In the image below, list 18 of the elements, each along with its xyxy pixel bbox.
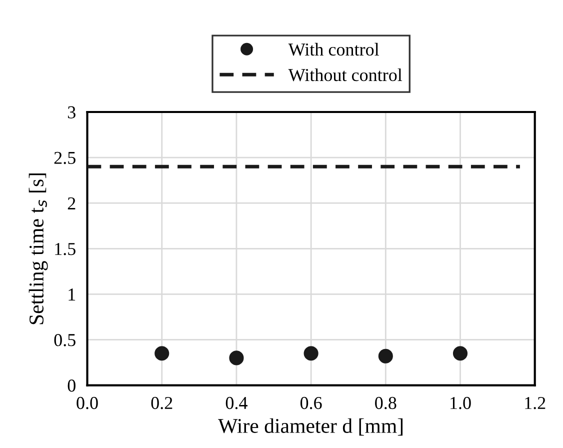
y-tick-label: 2.5	[54, 152, 76, 164]
y-tick-label: 0.5	[54, 334, 76, 346]
legend-label: With control	[288, 42, 379, 56]
x-tick-label: 0.8	[375, 396, 396, 410]
x-tick-label: 0.6	[300, 396, 322, 410]
x-tick-label: 1.2	[525, 396, 546, 410]
y-tick-label: 0	[68, 380, 76, 392]
x-tick-label: 0.2	[151, 396, 172, 410]
y-tick-label: 3	[68, 106, 76, 118]
x-axis-title: Wire diameter d [mm]	[218, 418, 403, 436]
y-tick-label: 1	[68, 288, 76, 300]
legend-label: Without control	[288, 68, 402, 82]
x-tick-label: 1.0	[450, 396, 471, 410]
y-tick-label: 2	[68, 197, 76, 210]
y-axis-title: Settling time t$_{s}$ [s]	[28, 173, 48, 324]
y-tick-label: 1.5	[55, 242, 76, 256]
x-tick-label: 0.4	[226, 396, 248, 410]
x-tick-label: 0.0	[76, 396, 98, 410]
